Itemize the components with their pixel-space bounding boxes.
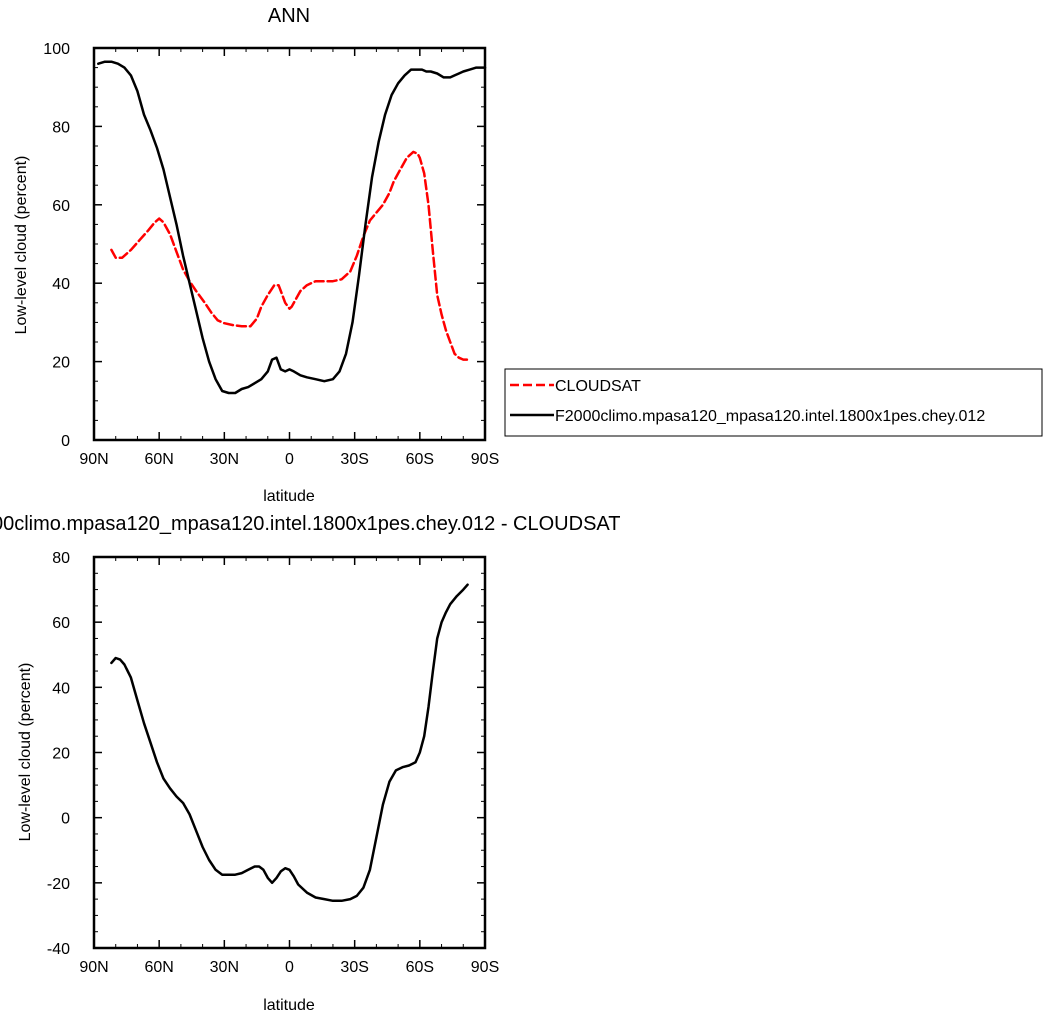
top-plot-area: 90N 60N 30N 0 30S 60S 90S 0 20 40 60 80 100 bbox=[43, 41, 499, 468]
bottom-ytick-label: 20 bbox=[52, 746, 70, 763]
bottom-xtick-label: 90N bbox=[79, 959, 108, 976]
bottom-xtick-label: 90S bbox=[471, 959, 499, 976]
bottom-xtick-label: 30S bbox=[340, 959, 368, 976]
bottom-ytick-label: 80 bbox=[52, 550, 70, 567]
top-x-axis-label: latitude bbox=[263, 488, 315, 505]
legend-label-model: F2000climo.mpasa120_mpasa120.intel.1800x… bbox=[555, 408, 985, 425]
bottom-plot-frame bbox=[92, 555, 487, 950]
top-ytick-label: 80 bbox=[52, 119, 70, 136]
bottom-axis-ticks: 90N 60N 30N 0 30S 60S 90S -40 -20 0 20 40 60 80 bbox=[47, 550, 499, 976]
legend-label-cloudsat: CLOUDSAT bbox=[555, 378, 641, 395]
top-panel: ANN Low-level cloud (percent) latitude 9… bbox=[13, 5, 1043, 505]
top-xtick-label: 60S bbox=[406, 451, 434, 468]
top-axis-ticks: 90N 60N 30N 0 30S 60S 90S 0 20 40 60 80 100 bbox=[43, 41, 499, 468]
top-xtick-label: 90S bbox=[471, 451, 499, 468]
bottom-ytick-label: 60 bbox=[52, 615, 70, 632]
top-xtick-label: 90N bbox=[79, 451, 108, 468]
legend-box bbox=[504, 368, 1043, 437]
bottom-y-axis-label: Low-level cloud (percent) bbox=[17, 663, 34, 842]
legend: CLOUDSAT F2000climo.mpasa120_mpasa120.in… bbox=[504, 368, 1043, 437]
top-series-layer bbox=[97, 60, 487, 395]
top-y-axis-label: Low-level cloud (percent) bbox=[13, 156, 30, 335]
top-ytick-label: 40 bbox=[52, 276, 70, 293]
top-xtick-label: 30N bbox=[210, 451, 239, 468]
bottom-ytick-label: 40 bbox=[52, 680, 70, 697]
top-ytick-label: 60 bbox=[52, 198, 70, 215]
bottom-ytick-label: -40 bbox=[47, 941, 70, 958]
top-series-line-f2000climo bbox=[97, 60, 487, 395]
top-series-line-cloudsat bbox=[110, 150, 469, 361]
bottom-series-line-difference bbox=[110, 583, 469, 903]
bottom-plot-area: 90N 60N 30N 0 30S 60S 90S -40 -20 0 20 40 60 80 bbox=[47, 550, 499, 976]
bottom-xtick-label: 30N bbox=[210, 959, 239, 976]
top-chart-title: ANN bbox=[268, 5, 310, 27]
bottom-chart-title: F2000climo.mpasa120_mpasa120.intel.1800x… bbox=[0, 513, 620, 535]
bottom-xtick-label: 60N bbox=[144, 959, 173, 976]
bottom-panel: F2000climo.mpasa120_mpasa120.intel.1800x… bbox=[0, 513, 620, 1014]
bottom-series-layer bbox=[110, 583, 469, 903]
top-ytick-label: 0 bbox=[61, 433, 70, 450]
bottom-ytick-label: 0 bbox=[61, 811, 70, 828]
bottom-xtick-label: 60S bbox=[406, 959, 434, 976]
bottom-ytick-label: -20 bbox=[47, 876, 70, 893]
bottom-x-axis-label: latitude bbox=[263, 997, 315, 1014]
top-xtick-label: 60N bbox=[144, 451, 173, 468]
top-plot-frame bbox=[92, 46, 487, 442]
top-xtick-label: 0 bbox=[285, 451, 294, 468]
top-xtick-label: 30S bbox=[340, 451, 368, 468]
bottom-xtick-label: 0 bbox=[285, 959, 294, 976]
top-ytick-label: 100 bbox=[43, 41, 70, 58]
top-ytick-label: 20 bbox=[52, 355, 70, 372]
